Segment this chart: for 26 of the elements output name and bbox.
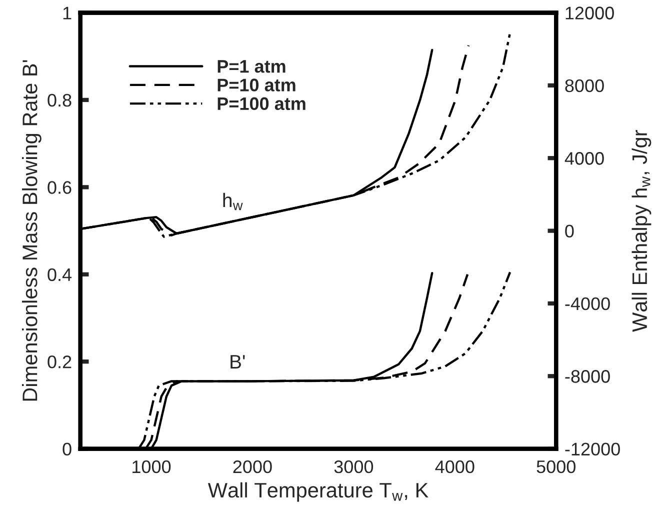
y-axis-title: Dimensionless Mass Blowing Rate B'	[22, 60, 42, 401]
x-axis-title: Wall Temperature T$_{w}$, K	[208, 482, 428, 502]
y2-axis-title: Wall Enthalpy h$_{w}$, J/gr	[632, 130, 652, 332]
x-tick-label: 3000	[334, 460, 374, 474]
y2-tick-label: 4000	[564, 152, 604, 165]
legend-label: P=1 atm	[218, 60, 286, 73]
y2-tick-label: 0	[565, 224, 574, 238]
y2-tick-label: 12000	[566, 6, 614, 20]
y-tick-label: 0.8	[48, 94, 72, 107]
annotation: h$_{w}$	[223, 192, 243, 210]
y2-tick-label: -12000	[565, 442, 620, 456]
x-tick-label: 4000	[435, 460, 474, 474]
y-tick-label: 0.4	[48, 268, 72, 282]
y-tick-label: 0.6	[48, 181, 72, 194]
annotation: B'	[230, 355, 245, 368]
y2-tick-label: -8000	[565, 370, 610, 383]
x-tick-label: 2000	[233, 460, 272, 474]
y2-tick-label: -4000	[565, 297, 610, 310]
y-tick-label: 1	[63, 6, 72, 20]
y-tick-label: 0.2	[48, 356, 72, 368]
x-tick-label: 5000	[536, 460, 576, 474]
x-tick-label: 1000	[132, 460, 171, 474]
y-tick-label: 0	[62, 442, 72, 456]
legend-label: P=100 atm	[218, 97, 306, 110]
y2-tick-label: 8000	[565, 79, 604, 92]
legend-label: P=10 atm	[218, 78, 296, 92]
